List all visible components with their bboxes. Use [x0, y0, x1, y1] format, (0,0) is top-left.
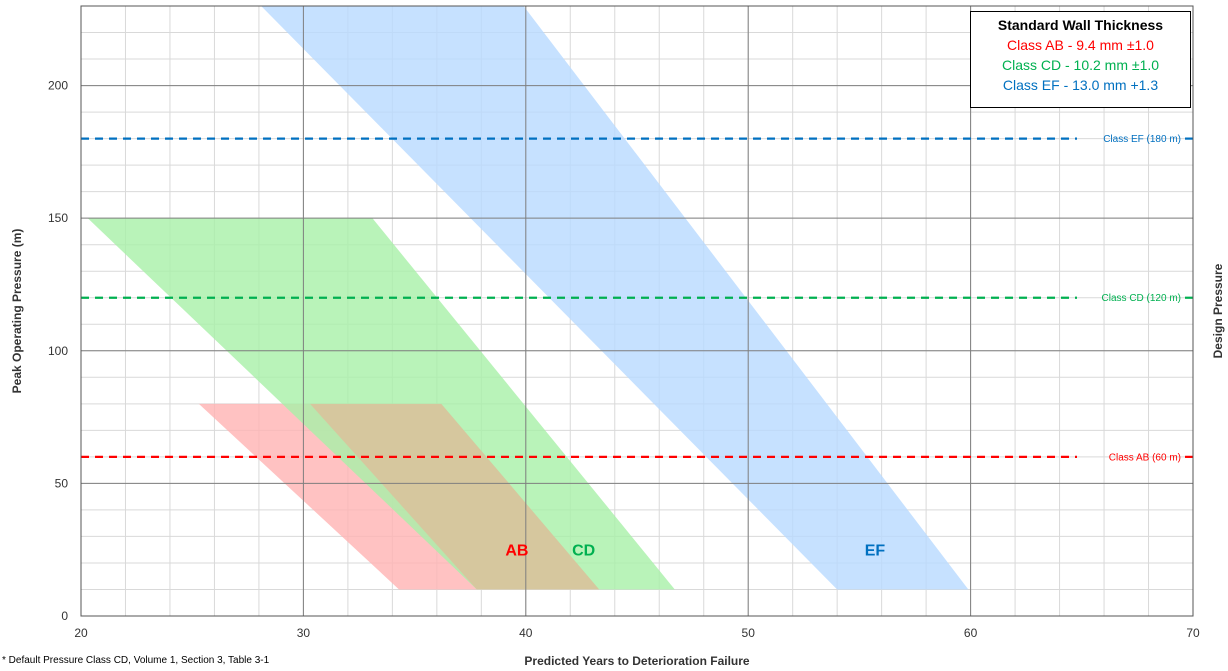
x-tick-label: 40	[519, 626, 533, 640]
plot-frame	[80, 5, 1194, 617]
tick-labels: 20 30 40 50 60 70 0 50 100 150 200	[48, 79, 1200, 640]
y-tick-label: 50	[55, 476, 69, 490]
secondary-y-axis-title: Design Pressure	[1211, 263, 1225, 358]
legend: Standard Wall Thickness Class AB - 9.4 m…	[970, 11, 1191, 108]
x-tick-label: 50	[742, 626, 756, 640]
band-label-ab: AB	[505, 543, 528, 560]
y-tick-label: 0	[61, 609, 68, 623]
legend-title: Standard Wall Thickness	[997, 17, 1164, 33]
reference-line-label: Class EF (180 m)	[1103, 134, 1181, 145]
design-pressure-lines: Class EF (180 m) Class CD (120 m) Class AB…	[81, 134, 1193, 463]
x-tick-label: 70	[1186, 626, 1200, 640]
x-axis-title: Predicted Years to Deterioration Failure	[524, 654, 750, 668]
band-overlap-ab-cd	[310, 403, 600, 590]
band-labels: AB CD EF	[505, 543, 885, 560]
x-tick-label: 20	[74, 626, 88, 640]
footnote: * Default Pressure Class CD, Volume 1, S…	[2, 655, 270, 666]
y-tick-label: 200	[48, 79, 68, 93]
x-tick-label: 30	[297, 626, 311, 640]
reference-line-label: Class CD (120 m)	[1102, 293, 1181, 304]
x-tick-label: 60	[964, 626, 978, 640]
legend-item-ef: Class EF - 13.0 mm +1.3	[1002, 77, 1159, 93]
legend-item-cd: Class CD - 10.2 mm ±1.0	[1001, 57, 1160, 73]
y-axis-title: Peak Operating Pressure (m)	[10, 229, 24, 394]
y-tick-label: 100	[48, 344, 68, 358]
band-label-ef: EF	[865, 543, 886, 560]
band-label-cd: CD	[572, 543, 595, 560]
reference-line-label: Class AB (60 m)	[1109, 452, 1181, 463]
legend-item-ab: Class AB - 9.4 mm ±1.0	[1007, 37, 1154, 53]
y-tick-label: 150	[48, 211, 68, 225]
